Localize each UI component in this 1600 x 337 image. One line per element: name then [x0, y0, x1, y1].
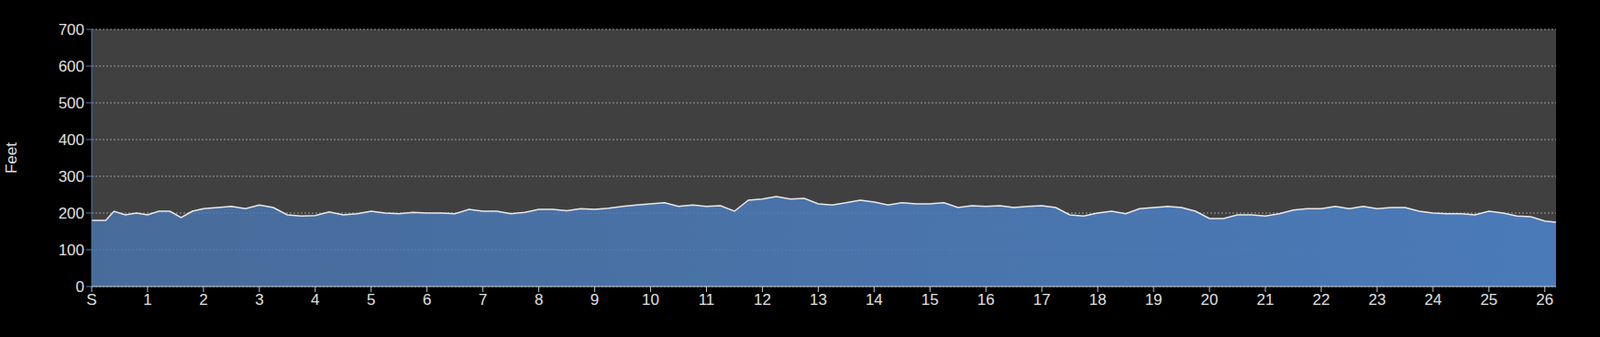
svg-text:500: 500	[58, 94, 85, 112]
svg-text:16: 16	[977, 290, 995, 309]
svg-text:23: 23	[1368, 290, 1386, 309]
svg-text:22: 22	[1313, 290, 1331, 309]
svg-text:4: 4	[310, 290, 320, 309]
svg-text:18: 18	[1089, 290, 1107, 309]
svg-text:7: 7	[478, 290, 487, 309]
svg-text:600: 600	[58, 57, 85, 76]
svg-text:11: 11	[698, 290, 716, 309]
svg-text:Feet: Feet	[7, 142, 21, 174]
svg-text:9: 9	[590, 290, 599, 309]
svg-text:14: 14	[865, 290, 883, 309]
svg-text:17: 17	[1033, 290, 1051, 309]
svg-text:12: 12	[753, 290, 772, 309]
svg-text:10: 10	[641, 290, 660, 309]
svg-text:8: 8	[534, 290, 543, 309]
svg-text:6: 6	[422, 290, 431, 309]
svg-text:1: 1	[143, 290, 152, 309]
svg-text:19: 19	[1145, 290, 1163, 309]
svg-text:5: 5	[366, 290, 376, 309]
svg-text:400: 400	[58, 131, 85, 149]
svg-text:26: 26	[1535, 290, 1554, 309]
svg-text:21: 21	[1257, 290, 1275, 309]
svg-text:3: 3	[254, 290, 264, 309]
svg-text:25: 25	[1479, 290, 1498, 309]
svg-text:100: 100	[58, 241, 85, 259]
svg-text:15: 15	[921, 290, 939, 309]
svg-text:20: 20	[1201, 290, 1219, 309]
svg-text:200: 200	[58, 204, 85, 222]
svg-text:13: 13	[809, 290, 828, 309]
svg-text:700: 700	[58, 21, 85, 39]
svg-text:300: 300	[58, 167, 85, 186]
svg-text:S: S	[86, 290, 97, 309]
svg-text:24: 24	[1423, 290, 1442, 309]
svg-text:2: 2	[198, 290, 208, 309]
svg-text:0: 0	[76, 277, 85, 296]
